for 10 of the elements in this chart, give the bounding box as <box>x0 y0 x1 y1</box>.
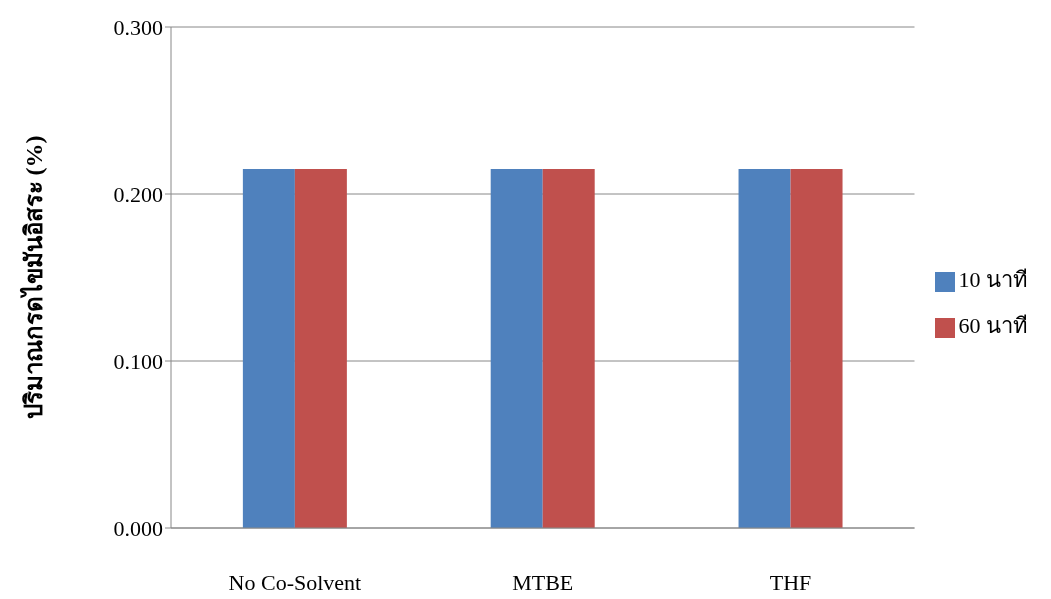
y-tick-label: 0.300 <box>113 14 163 40</box>
x-tick-label: No Co-Solvent <box>228 569 362 595</box>
x-tick-label: THF <box>769 569 812 595</box>
legend-label: 60 นาที <box>958 313 1028 338</box>
y-tick-label: 0.200 <box>113 181 163 207</box>
y-axis-title: ปริมาณกรดไขมันอิสระ (%) <box>18 135 47 420</box>
x-tick-label: MTBE <box>512 569 574 595</box>
y-tick-label: 0.100 <box>113 348 163 374</box>
y-tick-label: 0.000 <box>113 515 163 541</box>
legend-label: 10 นาที <box>958 267 1028 292</box>
